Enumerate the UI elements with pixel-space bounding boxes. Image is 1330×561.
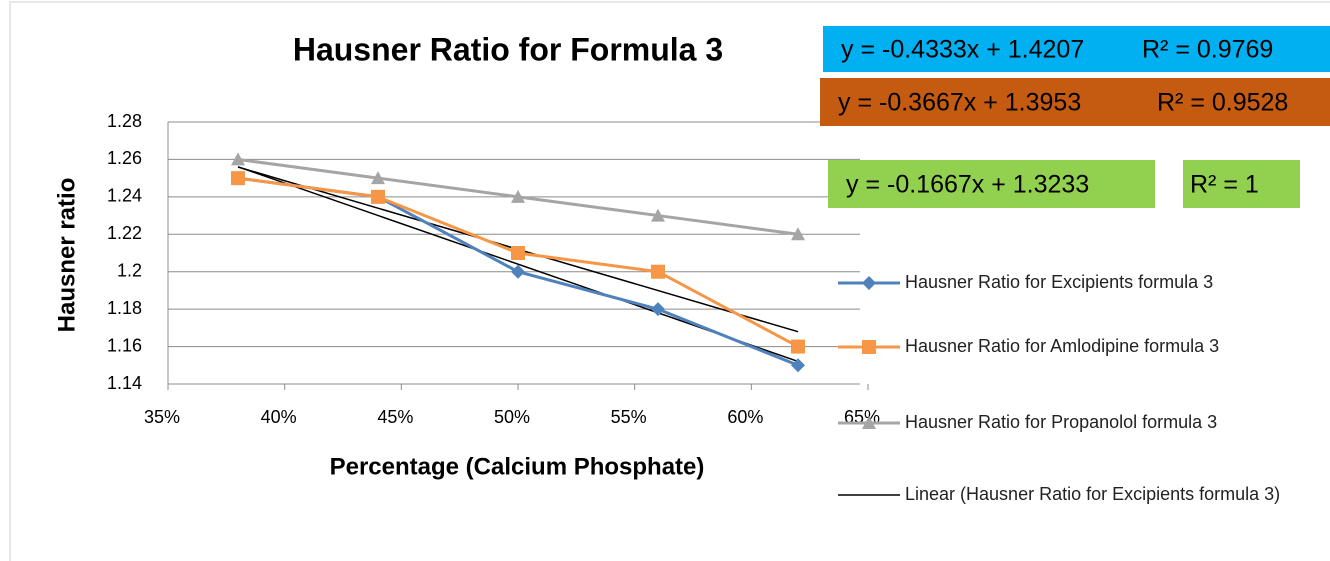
y-tick-label: 1.24 <box>107 186 142 206</box>
point <box>231 171 245 186</box>
point <box>371 189 385 204</box>
point <box>791 339 805 354</box>
legend-label: Linear (Hausner Ratio for Excipients for… <box>905 484 1281 504</box>
equation-label: y = -0.3667x + 1.3953 <box>838 89 1081 117</box>
equation-box <box>820 78 1150 126</box>
r2-label: R² = 1 <box>1190 171 1259 199</box>
r2-label: R² = 0.9769 <box>1142 36 1273 64</box>
y-tick-label: 1.16 <box>107 335 142 355</box>
x-tick-label: 50% <box>494 407 530 427</box>
legend-marker <box>862 340 876 354</box>
y-tick-label: 1.2 <box>117 260 142 280</box>
y-tick-label: 1.18 <box>107 298 142 318</box>
equation-box <box>823 26 1135 72</box>
point <box>791 227 805 241</box>
x-axis-label: Percentage (Calcium Phosphate) <box>330 453 705 480</box>
equation-label: y = -0.4333x + 1.4207 <box>841 36 1084 64</box>
point <box>371 171 385 185</box>
r2-box <box>1135 26 1330 72</box>
point <box>511 264 525 279</box>
r2-label: R² = 0.9528 <box>1157 89 1288 117</box>
legend-label: Hausner Ratio for Excipients formula 3 <box>905 272 1214 292</box>
point <box>651 302 665 317</box>
legend-marker <box>862 276 876 290</box>
y-tick-label: 1.22 <box>107 223 142 243</box>
point <box>651 208 665 222</box>
y-tick-label: 1.26 <box>107 148 142 168</box>
x-tick-label: 55% <box>611 407 647 427</box>
point <box>231 152 245 166</box>
equation-box <box>828 160 1155 208</box>
y-axis-label: Hausner ratio <box>53 178 80 333</box>
point <box>791 358 805 373</box>
y-tick-label: 1.14 <box>107 373 142 393</box>
point <box>651 264 665 279</box>
y-tick-label: 1.28 <box>107 111 142 131</box>
equation-label: y = -0.1667x + 1.3233 <box>846 171 1089 199</box>
r2-box <box>1183 160 1300 208</box>
x-tick-label: 45% <box>377 407 413 427</box>
legend-label: Hausner Ratio for Propanolol formula 3 <box>905 412 1218 432</box>
r2-box <box>1150 78 1330 126</box>
chart-frame <box>9 1 1330 561</box>
point <box>511 189 525 203</box>
series-line <box>237 176 799 348</box>
legend-label: Hausner Ratio for Amlodipine formula 3 <box>905 336 1220 356</box>
legend-marker <box>862 416 876 429</box>
point <box>511 246 525 260</box>
x-tick-label: 40% <box>261 407 297 427</box>
x-tick-label: 60% <box>727 407 763 427</box>
chart-title: Hausner Ratio for Formula 3 <box>293 31 723 67</box>
x-tick-label: 35% <box>144 407 180 427</box>
